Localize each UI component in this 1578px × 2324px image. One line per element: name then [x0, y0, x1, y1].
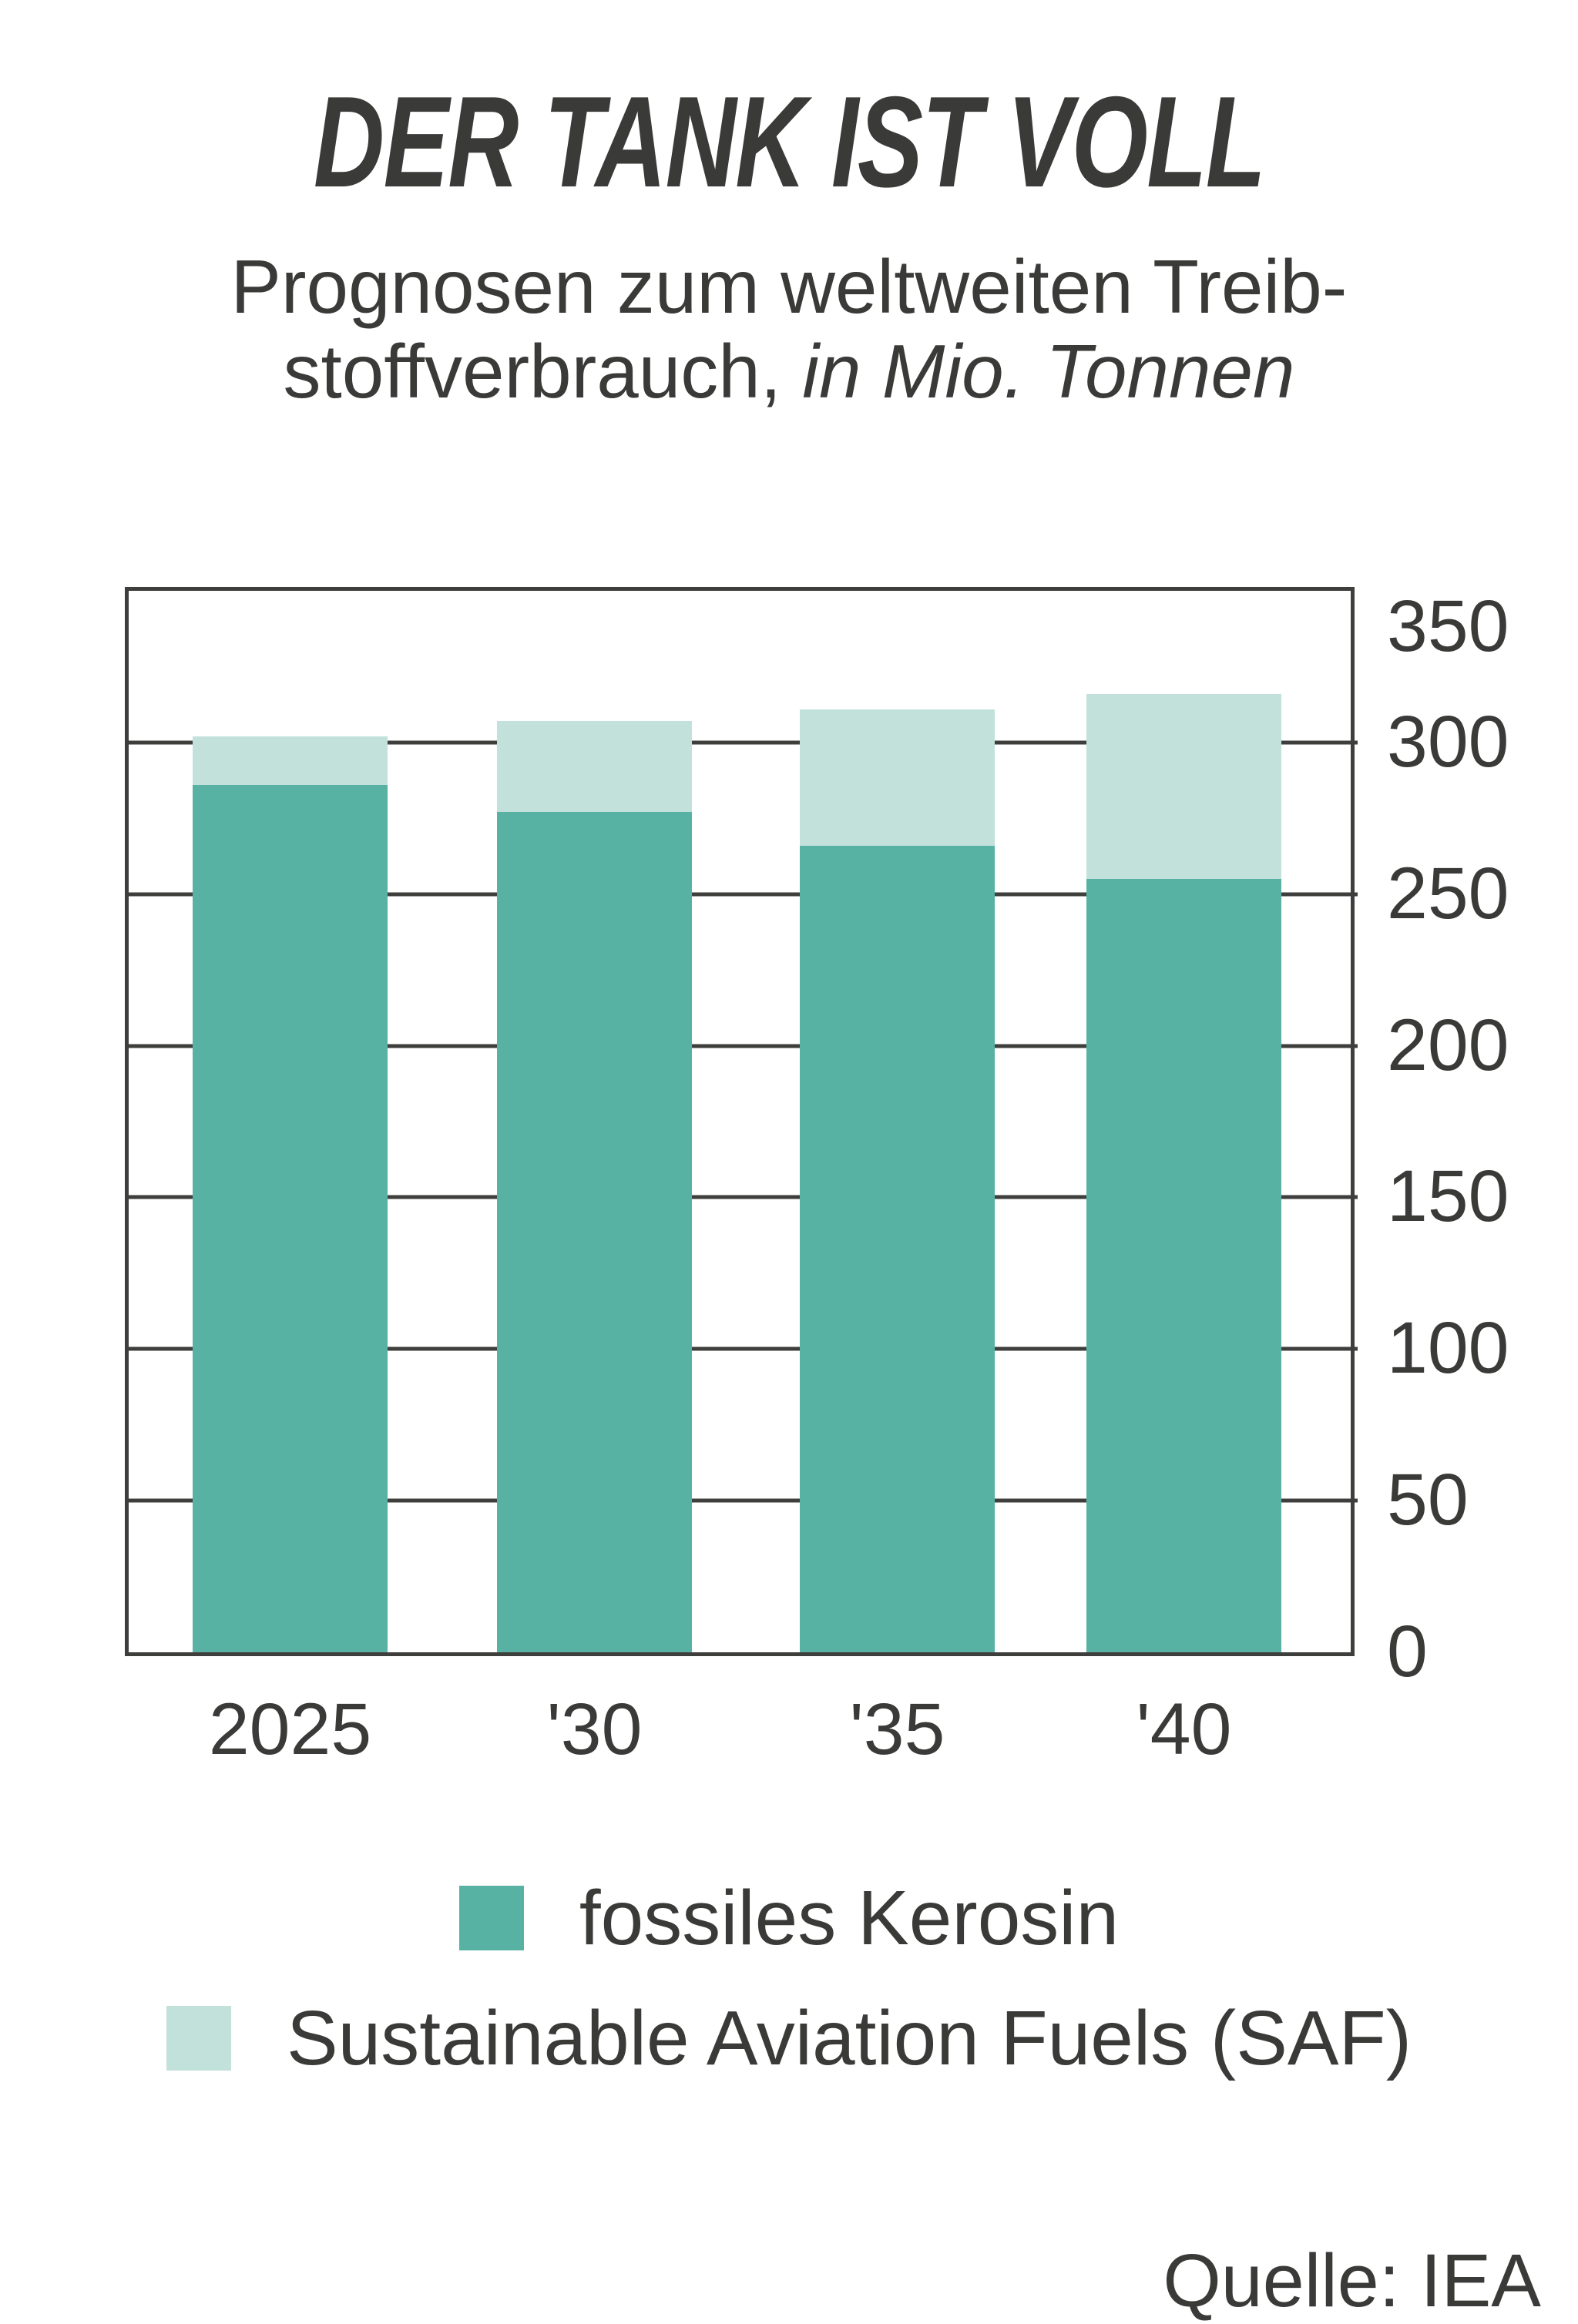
y-tick-label-200: 200 [1387, 1004, 1509, 1086]
bar-segment-saf [497, 721, 692, 813]
y-tick-label-100: 100 [1387, 1307, 1509, 1390]
bar-segment-saf [1086, 693, 1281, 880]
y-tick-label-150: 150 [1387, 1155, 1509, 1238]
legend-row: Sustainable Aviation Fuels (SAF) [0, 2000, 1578, 2077]
chart-plot-area [125, 587, 1358, 1656]
gridline-200 [129, 1044, 1358, 1048]
bar-segment-fossil [1086, 879, 1281, 1652]
subtitle-line1: Prognosen zum weltweiten Treib- [230, 244, 1348, 329]
bar-2025 [193, 736, 388, 1652]
x-tick-label-'30: '30 [546, 1689, 643, 1770]
legend-row: fossiles Kerosin [0, 1880, 1578, 1957]
source-note: Quelle: IEA [1163, 2238, 1541, 2322]
subtitle-line2-regular: stoffverbrauch, [283, 328, 803, 414]
bar-segment-saf [193, 736, 388, 785]
bar-segment-saf [800, 709, 995, 846]
gridline-250 [129, 892, 1358, 897]
chart-subtitle: Prognosen zum weltweiten Treib- stoffver… [0, 244, 1578, 414]
y-tick-label-50: 50 [1387, 1459, 1469, 1541]
chart-title: DER TANK IST VOLL [313, 69, 1266, 214]
y-tick-label-0: 0 [1387, 1611, 1428, 1692]
x-tick-label-2025: 2025 [208, 1689, 372, 1770]
x-axis-labels: 2025'30'35'40 [125, 1693, 1355, 1786]
y-tick-label-300: 300 [1387, 700, 1509, 783]
bar-'40 [1086, 693, 1281, 1652]
x-tick-label-'35: '35 [849, 1689, 945, 1770]
bar-segment-fossil [800, 845, 995, 1652]
subtitle-line2-italic: in Mio. Tonnen [802, 328, 1295, 414]
bar-'30 [497, 721, 692, 1652]
y-tick-label-250: 250 [1387, 852, 1509, 934]
bar-segment-fossil [497, 812, 692, 1652]
legend-swatch-icon [166, 2006, 231, 2071]
gridline-300 [129, 740, 1358, 745]
bar-segment-fossil [193, 784, 388, 1652]
legend-label: fossiles Kerosin [579, 1875, 1120, 1961]
gridline-50 [129, 1498, 1358, 1503]
gridline-100 [129, 1346, 1358, 1351]
gridline-150 [129, 1195, 1358, 1199]
legend: fossiles Kerosin Sustainable Aviation Fue… [0, 1880, 1578, 2120]
legend-swatch-icon [458, 1886, 524, 1950]
x-tick-label-'40: '40 [1136, 1689, 1232, 1770]
bar-'35 [800, 709, 995, 1652]
y-tick-label-350: 350 [1387, 585, 1509, 667]
legend-label: Sustainable Aviation Fuels (SAF) [286, 1995, 1412, 2081]
